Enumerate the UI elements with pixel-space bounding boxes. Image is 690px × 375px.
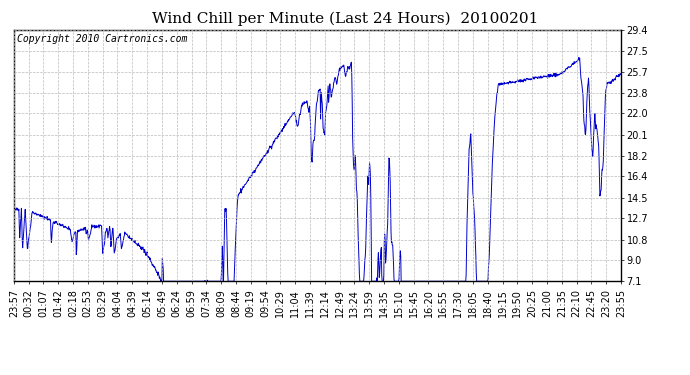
Text: Copyright 2010 Cartronics.com: Copyright 2010 Cartronics.com bbox=[17, 34, 187, 44]
Text: Wind Chill per Minute (Last 24 Hours)  20100201: Wind Chill per Minute (Last 24 Hours) 20… bbox=[152, 11, 538, 26]
